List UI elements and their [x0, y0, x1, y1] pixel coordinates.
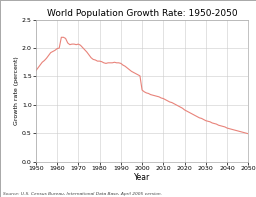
Y-axis label: Growth rate (percent): Growth rate (percent) [14, 56, 19, 125]
Title: World Population Growth Rate: 1950-2050: World Population Growth Rate: 1950-2050 [47, 8, 237, 18]
Text: Source: U.S. Census Bureau, International Data Base, April 2005 version.: Source: U.S. Census Bureau, Internationa… [3, 192, 162, 196]
X-axis label: Year: Year [134, 174, 150, 182]
